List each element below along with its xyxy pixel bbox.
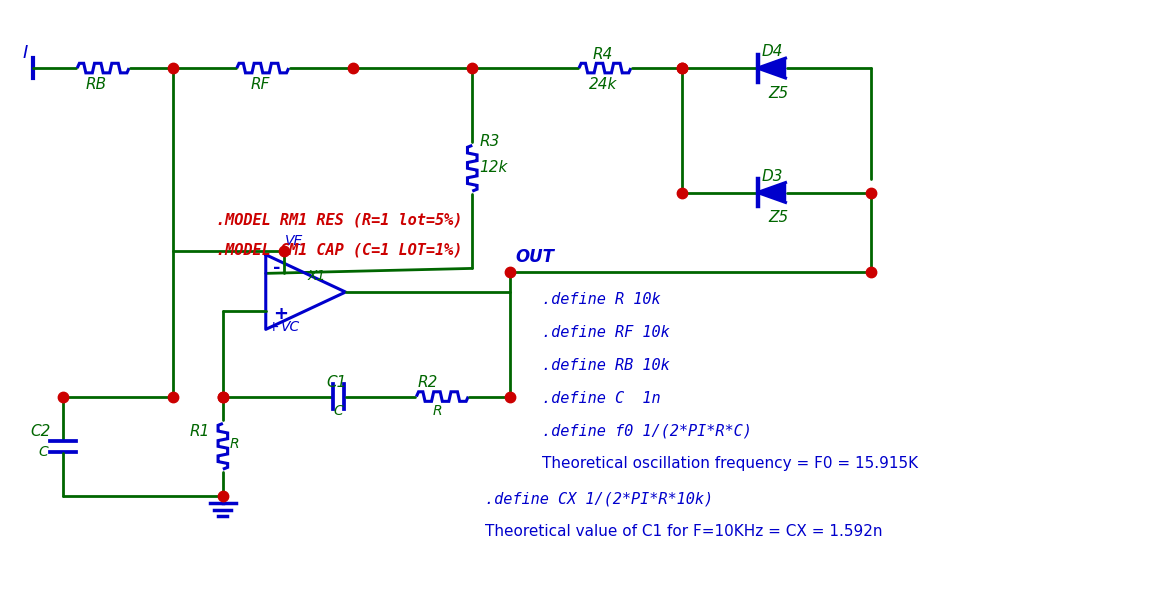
- Text: RB: RB: [85, 77, 106, 92]
- Text: VC: VC: [280, 320, 300, 334]
- Text: Z5: Z5: [769, 210, 788, 225]
- Text: -: -: [273, 259, 280, 278]
- Text: 24k: 24k: [589, 77, 618, 92]
- Text: .MODEL RM1 RES (R=1 lot=5%): .MODEL RM1 RES (R=1 lot=5%): [216, 213, 463, 228]
- Text: D4: D4: [762, 44, 783, 59]
- Text: X1: X1: [307, 269, 326, 283]
- Text: .define CX 1/(2*PI*R*10k): .define CX 1/(2*PI*R*10k): [485, 491, 714, 506]
- Text: .define RF 10k: .define RF 10k: [542, 325, 670, 340]
- Text: .define f0 1/(2*PI*R*C): .define f0 1/(2*PI*R*C): [542, 423, 752, 438]
- Text: R1: R1: [190, 424, 210, 439]
- Text: RF: RF: [251, 77, 270, 92]
- Text: .define C  1n: .define C 1n: [542, 391, 661, 406]
- Text: Theoretical oscillation frequency = F0 = 15.915K: Theoretical oscillation frequency = F0 =…: [542, 456, 918, 471]
- Text: 12k: 12k: [479, 160, 508, 175]
- Text: R3: R3: [479, 134, 500, 149]
- Text: R2: R2: [417, 374, 438, 389]
- Text: C1: C1: [327, 374, 347, 389]
- Text: .MODEL CM1 CAP (C=1 LOT=1%): .MODEL CM1 CAP (C=1 LOT=1%): [216, 242, 463, 257]
- Text: C: C: [334, 405, 343, 418]
- Text: OUT: OUT: [515, 248, 554, 266]
- Text: +: +: [267, 320, 279, 334]
- Text: I: I: [22, 44, 27, 62]
- Text: Theoretical value of C1 for F=10KHz = CX = 1.592n: Theoretical value of C1 for F=10KHz = CX…: [485, 524, 883, 539]
- Text: Z5: Z5: [769, 86, 788, 101]
- Polygon shape: [758, 58, 786, 78]
- Text: .define R 10k: .define R 10k: [542, 292, 661, 307]
- Text: R4: R4: [593, 47, 613, 62]
- Text: VE: VE: [285, 234, 303, 247]
- Text: D3: D3: [762, 169, 783, 184]
- Text: +: +: [273, 305, 287, 323]
- Polygon shape: [758, 182, 786, 202]
- Text: C: C: [39, 445, 48, 459]
- Text: R: R: [432, 405, 442, 418]
- Text: C2: C2: [30, 424, 50, 439]
- Text: .define RB 10k: .define RB 10k: [542, 358, 670, 373]
- Text: R: R: [230, 437, 239, 452]
